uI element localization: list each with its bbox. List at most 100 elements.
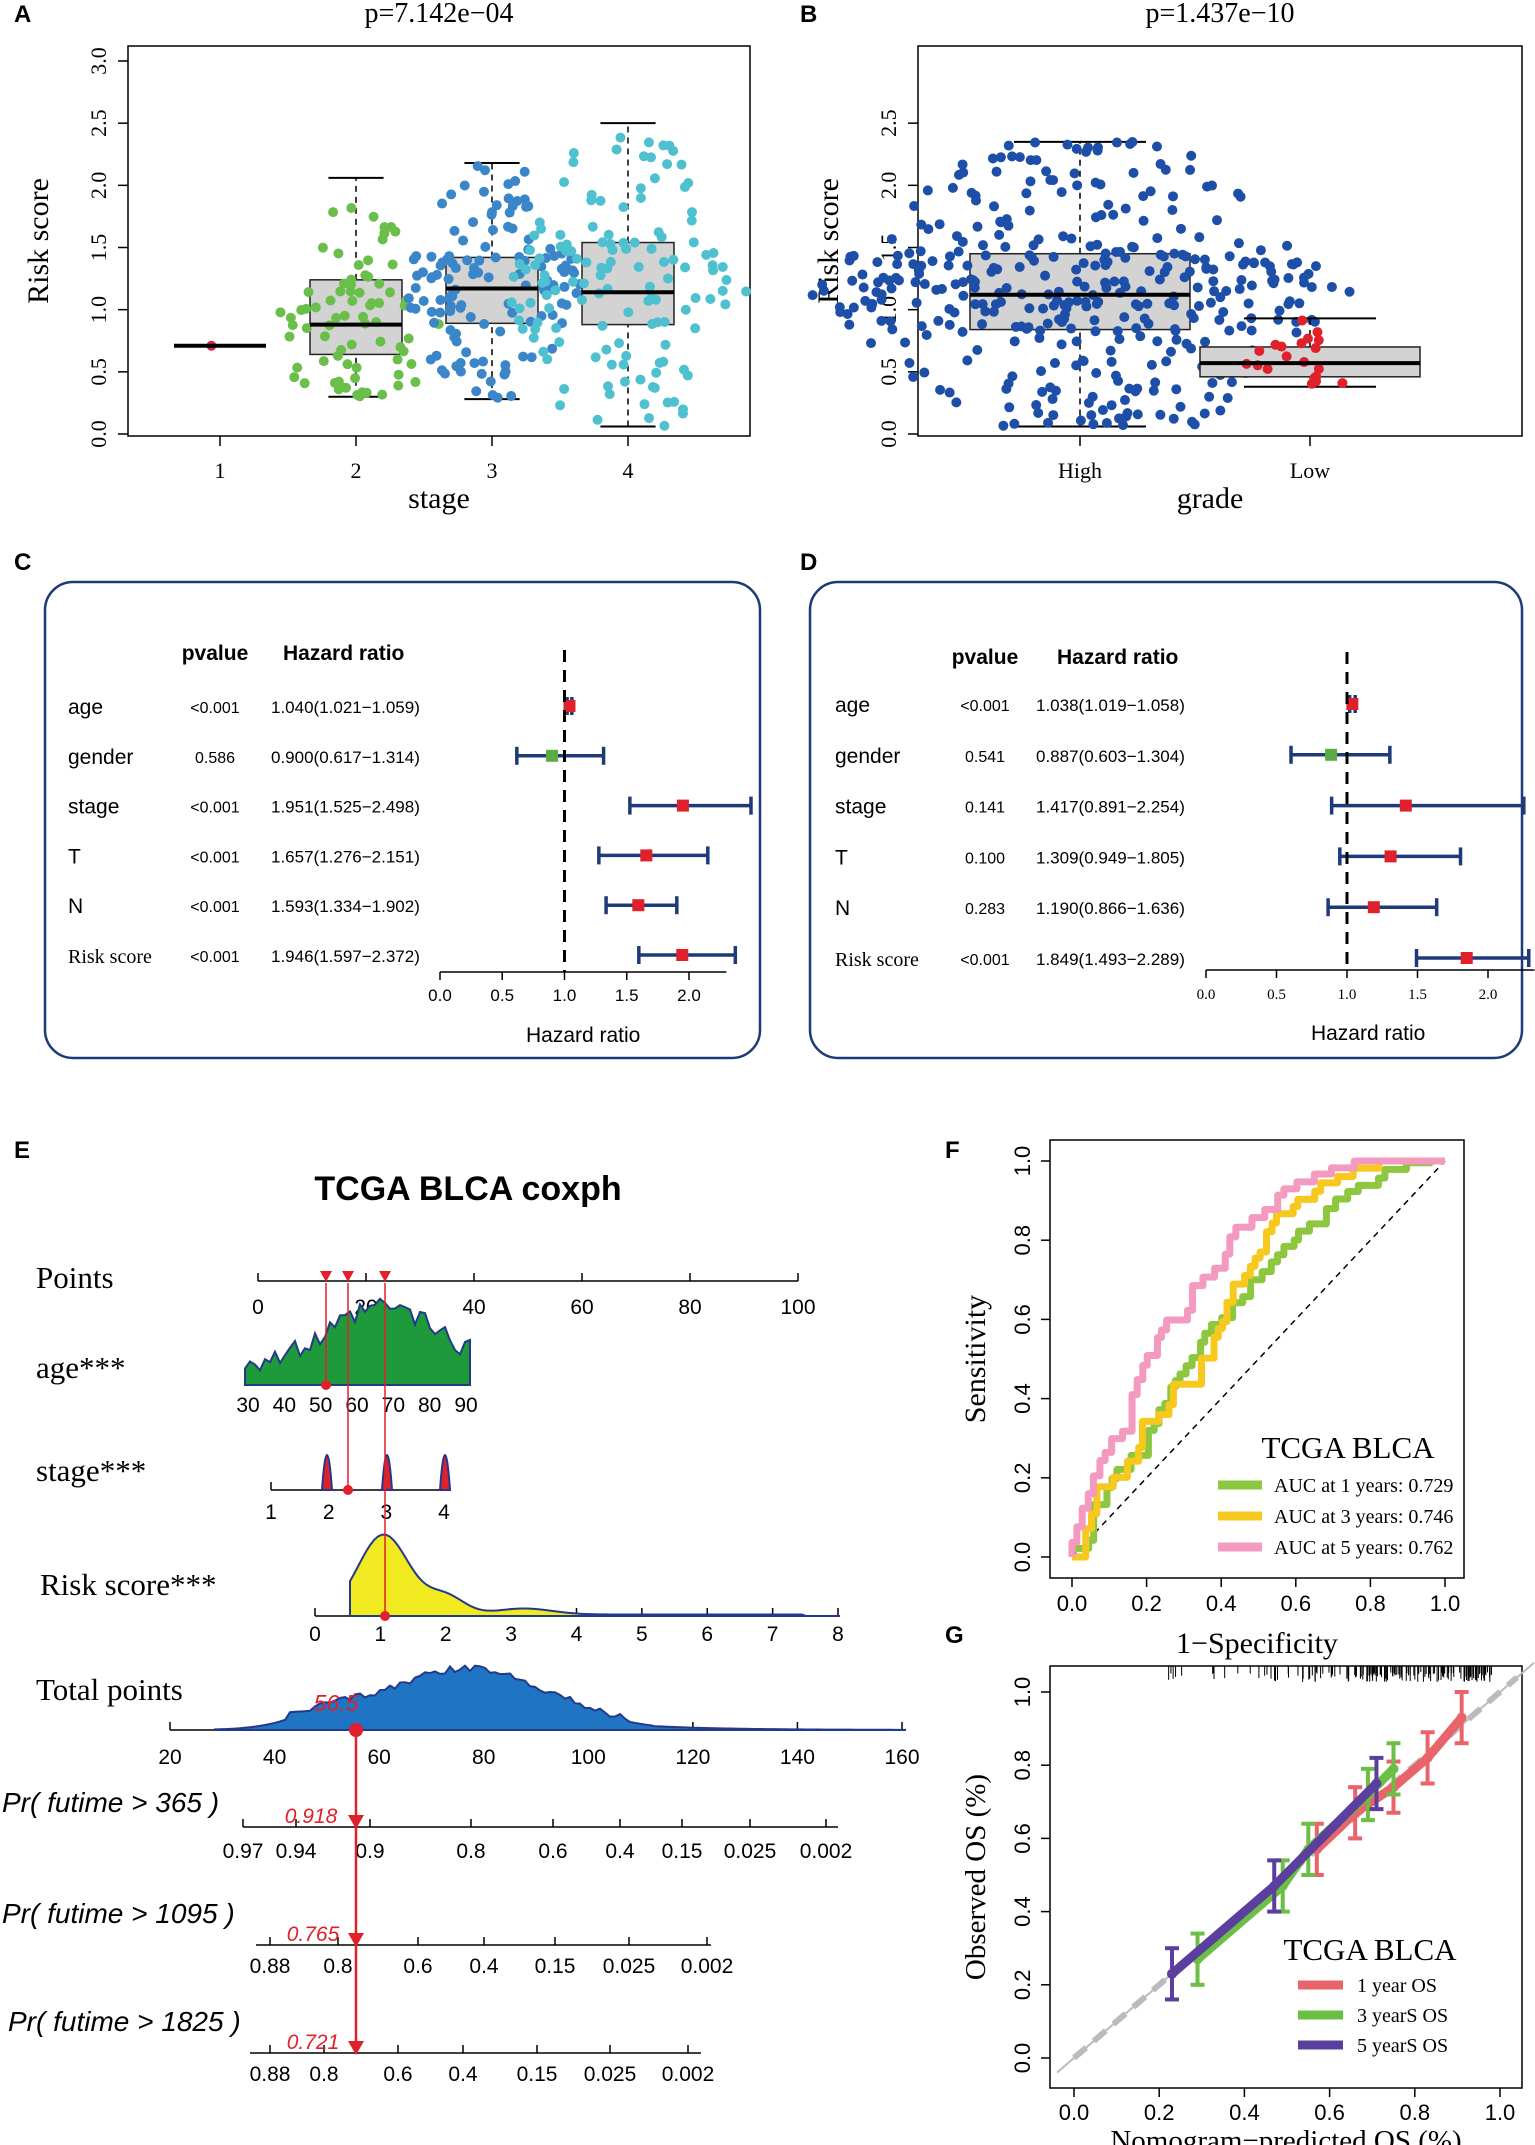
- data-point: [1119, 312, 1130, 323]
- x-tick-label: 3: [487, 458, 498, 483]
- data-point: [1041, 166, 1052, 177]
- data-point: [1208, 276, 1219, 287]
- x-tick-label: 2.0: [677, 986, 701, 1005]
- y-tick-label: 0.0: [86, 420, 111, 448]
- data-point: [403, 333, 414, 344]
- data-point: [1313, 363, 1324, 374]
- data-point: [892, 250, 903, 261]
- scale-tick-label: 0.025: [584, 2063, 637, 2086]
- data-point: [686, 215, 697, 226]
- data-point: [503, 179, 514, 190]
- data-point: [1106, 356, 1117, 367]
- data-point: [603, 381, 614, 392]
- data-point: [1043, 417, 1054, 428]
- scale-tick-label: 0.88: [250, 2063, 291, 2086]
- data-point: [596, 262, 607, 273]
- data-point: [393, 369, 404, 380]
- data-point: [1199, 254, 1210, 265]
- data-point: [934, 219, 945, 230]
- data-point: [1152, 233, 1163, 244]
- x-tick-label: 1.5: [1408, 987, 1427, 1003]
- data-point: [328, 207, 339, 218]
- scale-tick-label: 3: [505, 1623, 517, 1646]
- data-point: [538, 346, 549, 357]
- data-point: [443, 273, 454, 284]
- data-point: [885, 316, 896, 327]
- x-axis-label: grade: [1177, 482, 1244, 515]
- data-point: [539, 270, 550, 281]
- data-point: [1135, 331, 1146, 342]
- pr1825-value: 0.721: [287, 2031, 340, 2054]
- data-point: [469, 262, 480, 273]
- data-point: [1212, 215, 1223, 226]
- data-point: [480, 165, 491, 176]
- data-point: [1234, 284, 1245, 295]
- data-point: [554, 337, 565, 348]
- data-point: [446, 189, 457, 200]
- row-pvalue: <0.001: [190, 949, 239, 966]
- patient-value-marker: [380, 1611, 390, 1621]
- calibration-point: [1166, 1968, 1177, 1979]
- data-point: [459, 180, 470, 191]
- data-point: [528, 332, 539, 343]
- scale-label: Risk score***: [40, 1567, 217, 1602]
- data-point: [578, 278, 589, 289]
- data-point: [807, 290, 818, 301]
- data-point: [1031, 400, 1042, 411]
- data-point: [1186, 343, 1197, 354]
- forest-frame: [43, 580, 762, 1060]
- data-point: [927, 256, 938, 267]
- scale-tick-label: 30: [236, 1394, 259, 1417]
- scale-tick-label: 0: [309, 1623, 321, 1646]
- data-point: [1150, 377, 1161, 388]
- data-point: [1155, 159, 1166, 170]
- row-hr-text: 1.946(1.597−2.372): [271, 947, 420, 966]
- x-tick-label: 4: [623, 458, 634, 483]
- x-tick-label: 0.0: [1057, 1591, 1088, 1616]
- stage-density: [438, 1454, 452, 1491]
- data-point: [410, 283, 421, 294]
- data-point: [518, 351, 529, 362]
- data-point: [646, 243, 657, 254]
- data-point: [1236, 321, 1247, 332]
- data-point: [1090, 260, 1101, 271]
- patient-value-marker: [343, 1485, 353, 1495]
- data-point: [639, 399, 650, 410]
- data-point: [506, 391, 517, 402]
- data-point: [1146, 359, 1157, 370]
- data-point: [900, 337, 911, 348]
- row-hr-text: 1.038(1.019−1.058): [1036, 696, 1185, 715]
- data-point: [1168, 413, 1179, 424]
- data-point: [1205, 297, 1216, 308]
- data-point: [491, 200, 502, 211]
- data-point: [1040, 270, 1051, 281]
- data-point: [1112, 326, 1123, 337]
- y-tick-label: 2.0: [876, 172, 901, 200]
- data-point: [1100, 248, 1111, 259]
- data-point: [555, 229, 566, 240]
- data-point: [1024, 250, 1035, 261]
- scale-tick-label: 80: [418, 1394, 441, 1417]
- y-tick-label: 3.0: [86, 47, 111, 75]
- data-point: [872, 257, 883, 268]
- x-tick-label: 1: [215, 458, 226, 483]
- data-point: [1072, 180, 1083, 191]
- data-point: [342, 359, 353, 370]
- data-point: [1312, 327, 1323, 338]
- data-point: [487, 390, 498, 401]
- y-tick-label: 0.0: [1010, 2043, 1035, 2074]
- data-point: [834, 302, 845, 313]
- data-point: [1207, 377, 1218, 388]
- x-tick-label: Low: [1290, 458, 1330, 483]
- data-point: [1226, 377, 1237, 388]
- data-point: [664, 140, 675, 151]
- x-tick-label: 0.4: [1229, 2100, 1260, 2125]
- data-point: [1297, 315, 1308, 326]
- data-point: [1236, 275, 1247, 286]
- data-point: [958, 167, 969, 178]
- data-point: [346, 339, 357, 350]
- data-point: [1066, 323, 1077, 334]
- data-point: [644, 281, 655, 292]
- data-point: [676, 159, 687, 170]
- panel-letter-e: E: [14, 1137, 30, 1164]
